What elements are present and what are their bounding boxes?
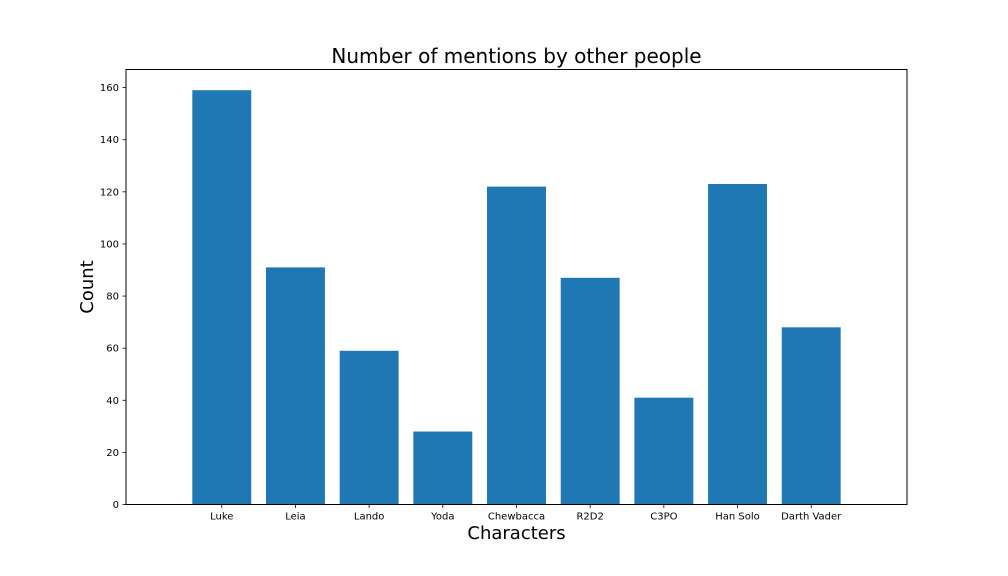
y-tick-label: 160 bbox=[100, 83, 119, 94]
y-axis-ticks: 0 20 40 60 80 100 120 140 160 bbox=[100, 83, 126, 511]
y-tick-label: 0 bbox=[113, 500, 119, 511]
bar-luke bbox=[192, 90, 252, 505]
x-tick-label: Yoda bbox=[430, 512, 454, 523]
y-tick-label: 140 bbox=[100, 135, 119, 146]
y-tick-label: 40 bbox=[106, 396, 119, 407]
x-tick-label: R2D2 bbox=[576, 512, 603, 523]
x-tick-label: Han Solo bbox=[715, 512, 760, 523]
x-tick-label: Darth Vader bbox=[781, 512, 842, 523]
x-tick-label: C3PO bbox=[650, 512, 677, 523]
bar-lando bbox=[339, 350, 399, 505]
x-axis-label: Characters bbox=[467, 523, 565, 544]
x-axis-ticks: Luke Leia Lando Yoda Chewbacca R2D2 C3PO Han So… bbox=[210, 504, 842, 523]
x-tick-label: Chewbacca bbox=[488, 512, 545, 523]
bar-c3po bbox=[634, 397, 694, 505]
bar-r2d2 bbox=[560, 277, 620, 505]
x-tick-label: Luke bbox=[210, 512, 233, 523]
bar-leia bbox=[265, 267, 325, 505]
bars-group bbox=[192, 90, 841, 505]
x-tick-label: Lando bbox=[354, 512, 385, 523]
bar-darth-vader bbox=[781, 327, 841, 505]
chart-title: Number of mentions by other people bbox=[331, 44, 701, 68]
bar-chewbacca bbox=[487, 186, 546, 505]
bar-yoda bbox=[413, 431, 473, 505]
y-tick-label: 20 bbox=[106, 448, 119, 459]
y-tick-label: 120 bbox=[100, 187, 119, 198]
y-axis-label: Count bbox=[77, 260, 98, 313]
y-tick-label: 80 bbox=[106, 292, 119, 303]
plot-frame bbox=[125, 69, 908, 505]
bar-han-solo bbox=[708, 184, 768, 505]
x-tick-label: Leia bbox=[285, 512, 305, 523]
y-tick-label: 100 bbox=[100, 239, 119, 250]
y-tick-label: 60 bbox=[106, 344, 119, 355]
